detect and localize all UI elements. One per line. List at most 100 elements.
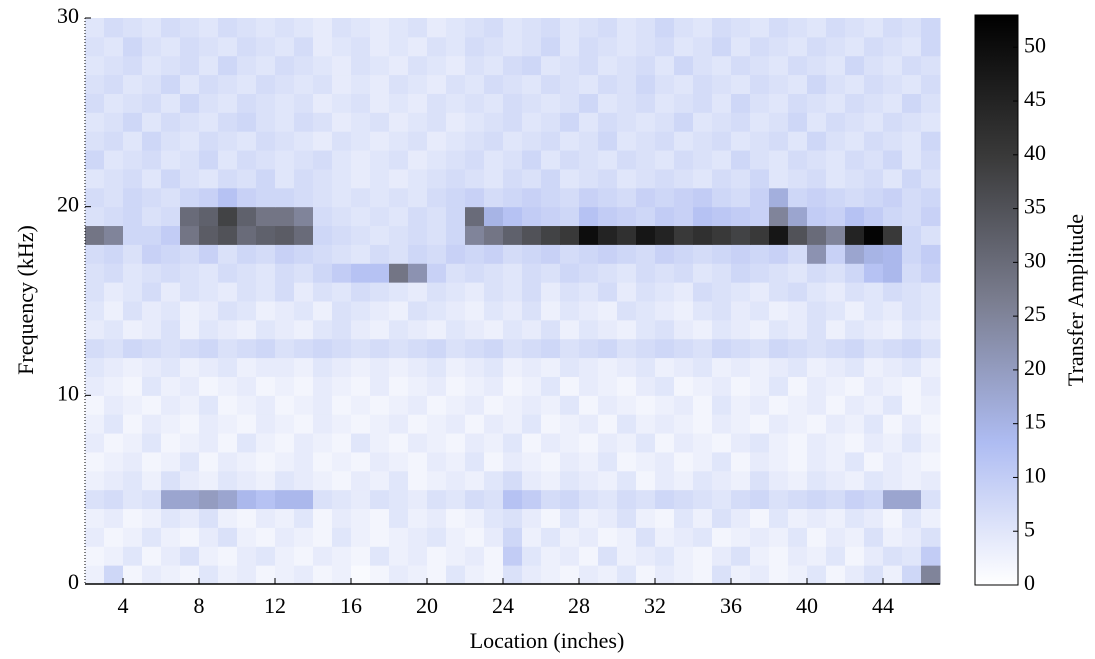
heatmap-cell: [864, 131, 884, 151]
heatmap-cell: [693, 433, 713, 453]
heatmap-cell: [807, 282, 827, 302]
heatmap-cell: [351, 18, 371, 38]
heatmap-cell: [370, 376, 390, 396]
heatmap-cell: [579, 508, 599, 528]
x-tick-label: 24: [492, 593, 514, 618]
heatmap-cell: [427, 206, 447, 227]
heatmap-cell: [579, 433, 599, 453]
heatmap-cell: [446, 93, 466, 113]
heatmap-cell: [370, 489, 390, 510]
heatmap-cell: [427, 74, 447, 94]
heatmap-cell: [275, 546, 295, 566]
heatmap-cell: [826, 489, 846, 510]
heatmap-cell: [807, 433, 827, 453]
heatmap-cell: [750, 357, 770, 377]
heatmap-cell: [674, 546, 694, 566]
heatmap-cell: [446, 470, 466, 491]
heatmap-cell: [465, 489, 485, 510]
heatmap-cell: [503, 527, 523, 547]
heatmap-cell: [237, 489, 257, 510]
heatmap-cell: [123, 565, 143, 585]
heatmap-cell: [921, 282, 941, 302]
heatmap-cell: [332, 112, 352, 132]
heatmap-cell: [693, 206, 713, 227]
heatmap-cell: [161, 150, 181, 170]
heatmap-cell: [921, 470, 941, 491]
heatmap-cell: [104, 470, 124, 491]
heatmap-cell: [636, 565, 656, 585]
heatmap-cell: [598, 18, 618, 38]
heatmap-cell: [446, 319, 466, 340]
heatmap-cell: [617, 338, 637, 359]
heatmap-cell: [294, 414, 314, 434]
heatmap-cell: [142, 433, 162, 453]
heatmap-cell: [541, 451, 561, 472]
heatmap-cell: [408, 187, 428, 208]
heatmap-cell: [351, 282, 371, 302]
heatmap-cell: [921, 244, 941, 264]
heatmap-cell: [427, 131, 447, 151]
heatmap-cell: [256, 395, 276, 415]
heatmap-cell: [218, 414, 238, 434]
heatmap-cell: [408, 376, 428, 396]
heatmap-cell: [902, 131, 922, 151]
heatmap-cell: [180, 470, 200, 491]
heatmap-cell: [750, 36, 770, 57]
heatmap-cell: [788, 55, 808, 76]
heatmap-cell: [218, 433, 238, 453]
heatmap-cell: [180, 150, 200, 170]
heatmap-cell: [237, 357, 257, 377]
heatmap-cell: [256, 206, 276, 227]
heatmap-cell: [655, 489, 675, 510]
heatmap-cell: [332, 527, 352, 547]
heatmap-cell: [788, 489, 808, 510]
heatmap-cell: [731, 395, 751, 415]
heatmap-cell: [389, 244, 409, 264]
heatmap-cell: [826, 93, 846, 113]
heatmap-cell: [750, 93, 770, 113]
heatmap-cell: [313, 546, 333, 566]
heatmap-cell: [769, 36, 789, 57]
heatmap-cell: [845, 282, 865, 302]
heatmap-cell: [655, 36, 675, 57]
heatmap-cell: [294, 150, 314, 170]
heatmap-cell: [351, 131, 371, 151]
heatmap-cell: [351, 112, 371, 132]
heatmap-cell: [731, 36, 751, 57]
heatmap-cell: [199, 414, 219, 434]
heatmap-cell: [275, 187, 295, 208]
heatmap-cell: [560, 414, 580, 434]
heatmap-cell: [427, 225, 447, 245]
heatmap-cell: [465, 112, 485, 132]
heatmap-cell: [370, 18, 390, 38]
heatmap-cell: [807, 244, 827, 264]
heatmap-cell: [161, 187, 181, 208]
heatmap-cell: [883, 187, 903, 208]
heatmap-cell: [674, 376, 694, 396]
heatmap-cell: [807, 131, 827, 151]
heatmap-cell: [883, 244, 903, 264]
heatmap-cell: [370, 527, 390, 547]
heatmap-cell: [256, 565, 276, 585]
heatmap-cell: [541, 489, 561, 510]
heatmap-cell: [598, 36, 618, 57]
heatmap-cell: [655, 282, 675, 302]
heatmap-cell: [275, 470, 295, 491]
heatmap-cell: [750, 414, 770, 434]
heatmap-cell: [560, 55, 580, 76]
heatmap-cell: [731, 319, 751, 340]
heatmap-cell: [845, 414, 865, 434]
heatmap-cell: [446, 508, 466, 528]
heatmap-cell: [769, 206, 789, 227]
heatmap-cell: [237, 395, 257, 415]
heatmap-cell: [731, 414, 751, 434]
heatmap-cell: [807, 451, 827, 472]
heatmap-cell: [921, 376, 941, 396]
heatmap-cell: [845, 489, 865, 510]
heatmap-cell: [313, 150, 333, 170]
heatmap-cell: [408, 55, 428, 76]
heatmap-cell: [902, 414, 922, 434]
heatmap-cell: [275, 527, 295, 547]
heatmap-cell: [142, 376, 162, 396]
